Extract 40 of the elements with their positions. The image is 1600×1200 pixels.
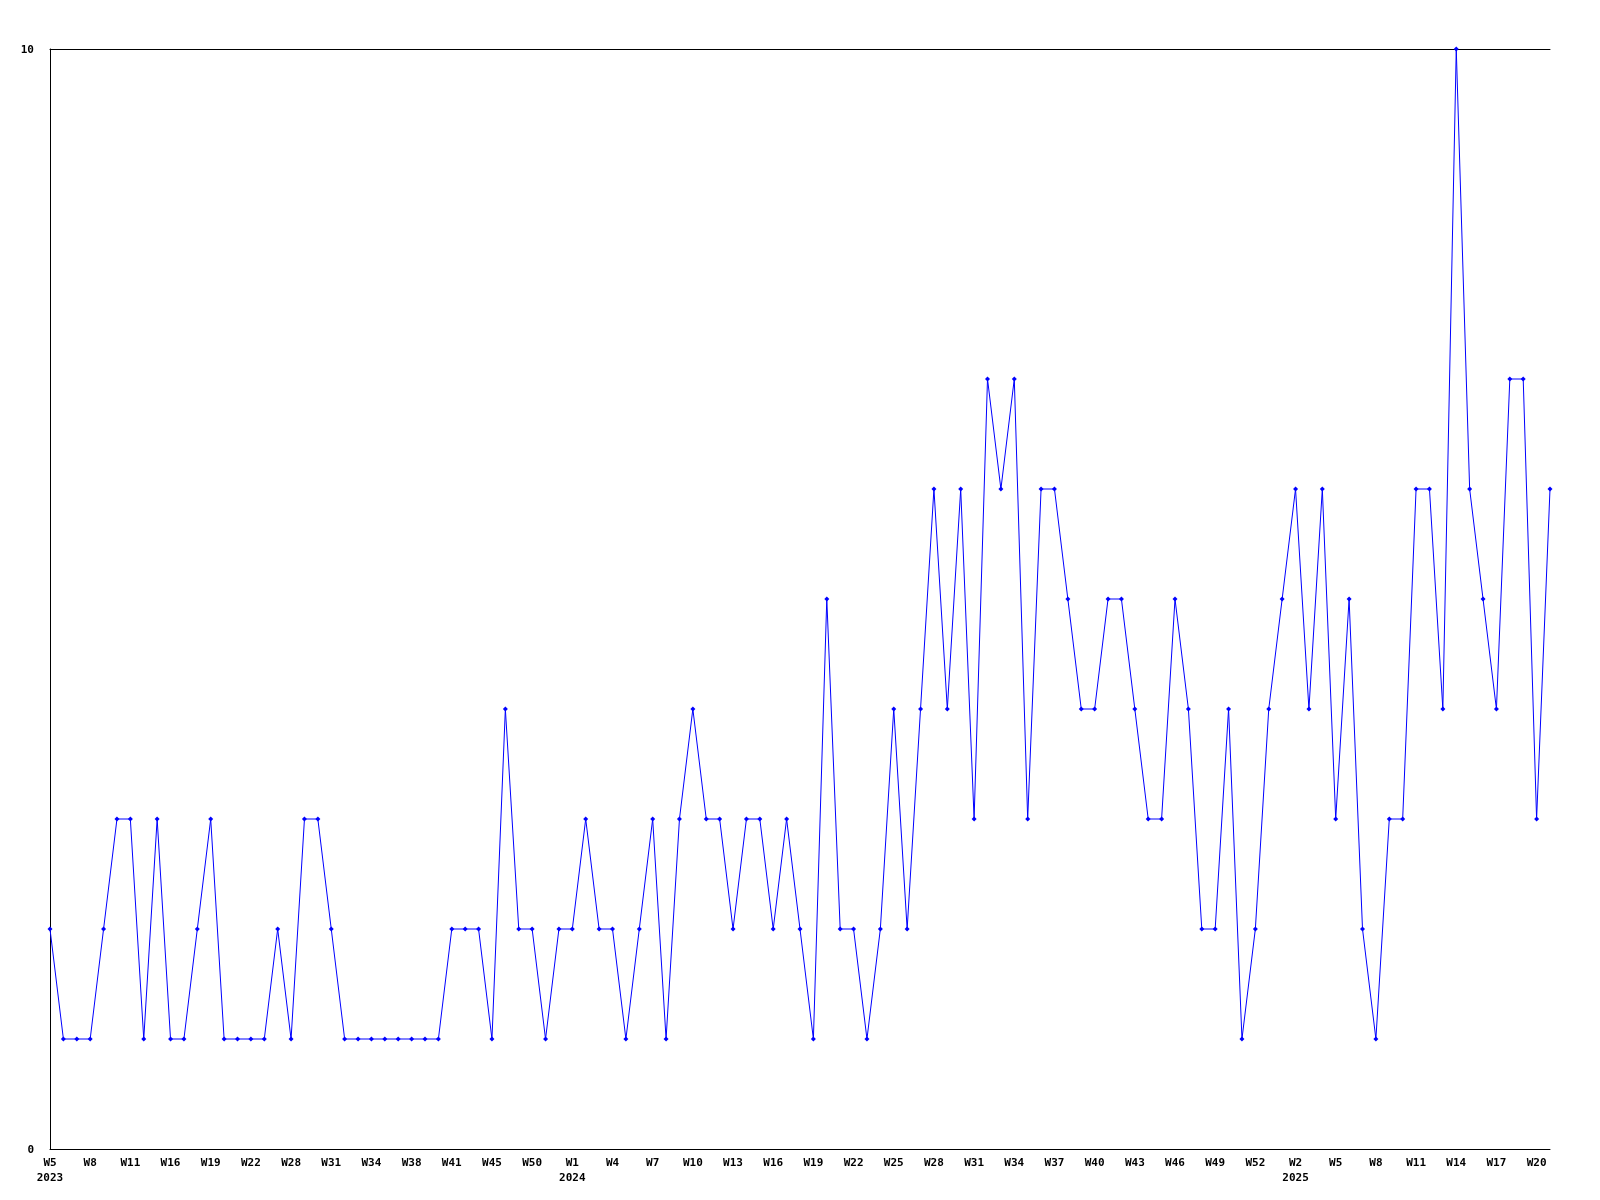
x-tick-label: W10 — [682, 1156, 703, 1169]
x-tick-label: W1 2024 — [559, 1156, 586, 1184]
x-tick-label: W31 — [964, 1156, 985, 1169]
x-tick-label: W50 — [522, 1156, 543, 1169]
x-tick-label: W8 — [83, 1156, 97, 1169]
x-tick-label: W16 — [763, 1156, 784, 1169]
x-tick-label: W49 — [1205, 1156, 1226, 1169]
x-tick-label: W28 — [923, 1156, 944, 1169]
x-tick-label: W31 — [321, 1156, 342, 1169]
x-tick-label: W16 — [160, 1156, 181, 1169]
x-tick-label: W11 — [120, 1156, 141, 1169]
y-tick-label: 10 — [20, 42, 34, 56]
x-tick-label: W5 2023 — [36, 1156, 64, 1184]
x-tick-label: W19 — [803, 1156, 824, 1169]
x-tick-label: W40 — [1084, 1156, 1105, 1169]
x-tick-label: W34 — [1004, 1156, 1025, 1169]
y-tick-label: 0 — [27, 1142, 34, 1156]
x-tick-label: W8 — [1369, 1156, 1383, 1169]
x-tick-label: W22 — [240, 1156, 261, 1169]
x-tick-label: W2 2025 — [1282, 1156, 1309, 1184]
x-tick-label: W37 — [1044, 1156, 1065, 1169]
x-tick-label: W34 — [361, 1156, 382, 1169]
x-tick-label: W41 — [441, 1156, 463, 1169]
x-tick-label: W7 — [646, 1156, 660, 1169]
x-tick-label: W22 — [843, 1156, 864, 1169]
x-tick-label: W38 — [401, 1156, 422, 1169]
x-tick-label: W13 — [723, 1156, 743, 1169]
x-tick-label: W17 — [1486, 1156, 1507, 1169]
x-tick-label: W46 — [1165, 1156, 1186, 1169]
x-tick-label: W45 — [482, 1156, 502, 1169]
x-tick-label: W25 — [883, 1156, 904, 1169]
x-tick-label: W20 — [1526, 1156, 1547, 1169]
x-tick-label: W4 — [605, 1156, 620, 1169]
x-tick-label: W5 — [1329, 1156, 1343, 1169]
x-tick-label: W14 — [1446, 1156, 1467, 1169]
x-tick-label: W19 — [200, 1156, 221, 1169]
x-tick-label: W43 — [1124, 1156, 1145, 1169]
x-tick-label: W28 — [281, 1156, 302, 1169]
x-tick-label: W52 — [1245, 1156, 1266, 1169]
x-tick-label: W11 — [1406, 1156, 1427, 1169]
